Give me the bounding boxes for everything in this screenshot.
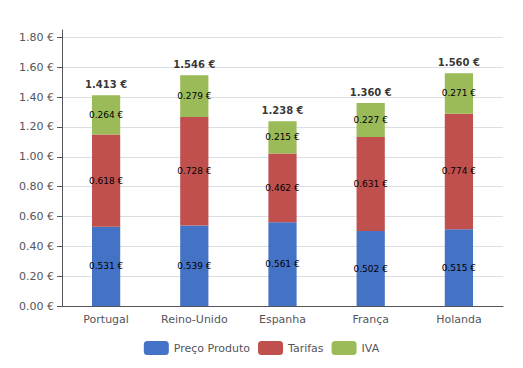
svg-text:0.227 €: 0.227 € <box>354 115 389 125</box>
svg-text:1.00 €: 1.00 € <box>19 150 54 163</box>
svg-text:1.560 €: 1.560 € <box>438 57 480 68</box>
svg-text:0.539 €: 0.539 € <box>177 261 212 271</box>
svg-text:0.279 €: 0.279 € <box>177 91 212 101</box>
svg-text:0.561 €: 0.561 € <box>265 259 300 269</box>
svg-text:1.238 €: 1.238 € <box>261 105 303 116</box>
svg-text:0.20 €: 0.20 € <box>19 270 54 283</box>
svg-text:1.20 €: 1.20 € <box>19 120 54 133</box>
svg-text:Tarifas: Tarifas <box>287 342 324 355</box>
svg-text:0.462 €: 0.462 € <box>265 183 300 193</box>
svg-text:Reino-Unido: Reino-Unido <box>161 313 228 326</box>
svg-text:IVA: IVA <box>362 342 380 355</box>
svg-text:0.774 €: 0.774 € <box>442 166 477 176</box>
svg-text:Espanha: Espanha <box>259 313 306 326</box>
svg-text:0.502 €: 0.502 € <box>354 264 389 274</box>
svg-text:1.360 €: 1.360 € <box>350 87 392 98</box>
svg-text:0.264 €: 0.264 € <box>89 110 124 120</box>
svg-text:1.546 €: 1.546 € <box>173 59 215 70</box>
svg-text:0.631 €: 0.631 € <box>354 179 389 189</box>
svg-text:0.515 €: 0.515 € <box>442 263 477 273</box>
svg-text:0.531 €: 0.531 € <box>89 261 124 271</box>
svg-text:1.40 €: 1.40 € <box>19 91 54 104</box>
svg-text:0.728 €: 0.728 € <box>177 166 212 176</box>
svg-text:0.80 €: 0.80 € <box>19 180 54 193</box>
svg-text:0.618 €: 0.618 € <box>89 176 124 186</box>
svg-text:Preço Produto: Preço Produto <box>174 342 250 355</box>
svg-text:Holanda: Holanda <box>436 313 482 326</box>
svg-text:Portugal: Portugal <box>83 313 129 326</box>
svg-text:0.40 €: 0.40 € <box>19 240 54 253</box>
svg-text:1.413 €: 1.413 € <box>85 79 127 90</box>
svg-text:0.215 €: 0.215 € <box>265 132 300 142</box>
svg-text:0.60 €: 0.60 € <box>19 210 54 223</box>
svg-text:1.80 €: 1.80 € <box>19 31 54 44</box>
svg-text:0.00 €: 0.00 € <box>19 300 54 313</box>
svg-text:1.60 €: 1.60 € <box>19 61 54 74</box>
svg-text:França: França <box>352 313 389 326</box>
svg-text:0.271 €: 0.271 € <box>442 88 477 98</box>
